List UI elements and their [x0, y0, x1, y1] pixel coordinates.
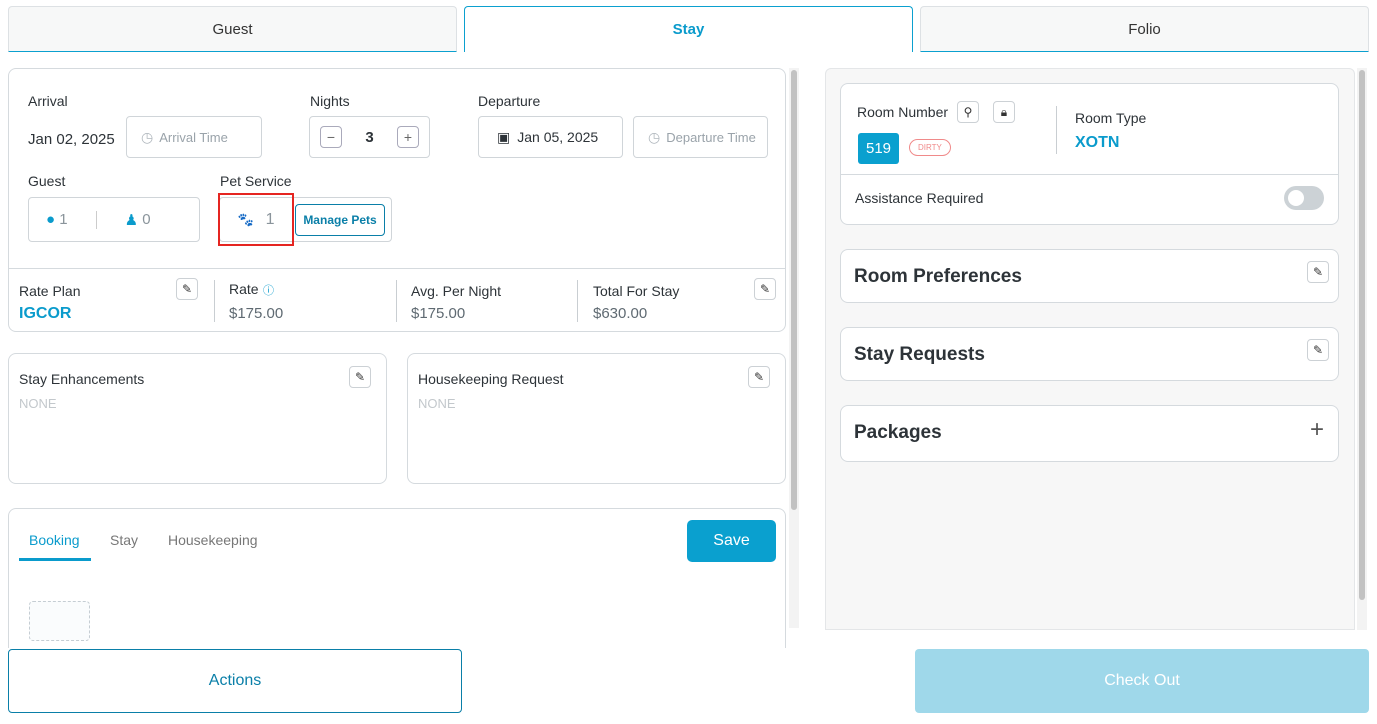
- tab-label: Stay: [672, 21, 705, 38]
- departure-label: Departure: [478, 93, 541, 109]
- room-preferences-section[interactable]: Room Preferences ✎: [840, 249, 1339, 303]
- manage-pets-button[interactable]: Manage Pets: [295, 204, 385, 236]
- edit-housekeeping-icon[interactable]: ✎: [748, 366, 770, 388]
- clock-icon: ◷: [141, 128, 154, 145]
- rate-value: $175.00: [229, 305, 284, 322]
- nights-stepper[interactable]: − 3 +: [309, 116, 430, 158]
- housekeeping-request-card: Housekeeping Request ✎ NONE: [407, 353, 786, 484]
- plus-button[interactable]: +: [397, 126, 419, 148]
- room-card: Room Number ⚲ 🔒︎ 519 DIRTY Room Type XOT…: [840, 83, 1339, 225]
- save-button[interactable]: Save: [687, 520, 776, 562]
- housekeeping-request-label: Housekeeping Request: [418, 371, 564, 387]
- stay-requests-section[interactable]: Stay Requests ✎: [840, 327, 1339, 381]
- right-scrollbar[interactable]: [1357, 68, 1367, 630]
- assistance-toggle[interactable]: [1284, 186, 1324, 210]
- adult-icon: ●: [46, 211, 56, 228]
- enhancements-value: NONE: [19, 396, 57, 411]
- pet-service-label: Pet Service: [220, 173, 292, 189]
- paw-icon: 🐾: [237, 211, 254, 227]
- rate-plan-label: Rate Plan: [19, 283, 81, 299]
- guest-count[interactable]: ● 1 ♟ 0: [28, 197, 200, 242]
- child-icon: ♟: [124, 211, 139, 229]
- edit-enhancements-icon[interactable]: ✎: [349, 366, 371, 388]
- lock-icon[interactable]: 🔒︎: [993, 101, 1015, 123]
- tab-folio[interactable]: Folio: [920, 6, 1369, 52]
- add-note-placeholder[interactable]: [29, 601, 90, 641]
- check-out-button[interactable]: Check Out: [915, 649, 1369, 713]
- edit-preferences-icon[interactable]: ✎: [1307, 261, 1329, 283]
- pet-count[interactable]: 🐾 1: [218, 193, 294, 246]
- total-for-stay-label: Total For Stay: [593, 283, 680, 299]
- notes-tab-booking[interactable]: Booking: [29, 532, 80, 548]
- section-title: Room Preferences: [854, 266, 1022, 287]
- notes-card: Booking Stay Housekeeping Save: [8, 508, 786, 648]
- rate-label: Rate: [229, 281, 259, 297]
- arrival-label: Arrival: [28, 93, 68, 109]
- plus-icon[interactable]: +: [1309, 416, 1324, 443]
- notes-tab-stay[interactable]: Stay: [110, 532, 139, 548]
- stay-enhancements-label: Stay Enhancements: [19, 371, 145, 387]
- avg-per-night-label: Avg. Per Night: [411, 283, 502, 299]
- housekeeping-value: NONE: [418, 396, 456, 411]
- arrival-time-input[interactable]: ◷ Arrival Time: [126, 116, 262, 158]
- stay-details-card: Arrival Jan 02, 2025 ◷ Arrival Time Night…: [8, 68, 786, 332]
- divider: [9, 268, 785, 269]
- tab-stay[interactable]: Stay: [464, 6, 913, 52]
- nights-value: 3: [365, 128, 374, 146]
- nights-label: Nights: [310, 93, 350, 109]
- arrival-date[interactable]: Jan 02, 2025: [28, 131, 115, 148]
- minus-button[interactable]: −: [320, 126, 342, 148]
- left-scrollbar[interactable]: [789, 68, 799, 628]
- edit-total-icon[interactable]: ✎: [754, 278, 776, 300]
- edit-rate-plan-icon[interactable]: ✎: [176, 278, 198, 300]
- guest-label: Guest: [28, 173, 66, 189]
- departure-time-input[interactable]: ◷ Departure Time: [633, 116, 768, 158]
- tab-guest[interactable]: Guest: [8, 6, 457, 52]
- room-number-label: Room Number: [857, 104, 949, 120]
- scrollbar-thumb[interactable]: [1359, 70, 1365, 600]
- departure-date-input[interactable]: ▣ Jan 05, 2025: [478, 116, 623, 158]
- actions-button[interactable]: Actions: [8, 649, 462, 713]
- rate-plan-value: IGCOR: [19, 305, 72, 322]
- section-title: Stay Requests: [854, 344, 985, 365]
- clock-icon: ◷: [648, 128, 661, 145]
- notes-tab-housekeeping[interactable]: Housekeeping: [168, 532, 258, 548]
- tab-label: Folio: [1128, 20, 1161, 38]
- total-for-stay-value: $630.00: [593, 305, 648, 322]
- tab-label: Guest: [212, 20, 253, 38]
- edit-requests-icon[interactable]: ✎: [1307, 339, 1329, 361]
- calendar-icon: ▣: [497, 128, 511, 145]
- active-tab-indicator: [19, 558, 91, 561]
- room-status-badge: DIRTY: [909, 139, 951, 156]
- stay-enhancements-card: Stay Enhancements ✎ NONE: [8, 353, 387, 484]
- scrollbar-thumb[interactable]: [791, 70, 797, 510]
- packages-section[interactable]: Packages +: [840, 405, 1339, 462]
- key-icon[interactable]: ⚲: [957, 101, 979, 123]
- section-title: Packages: [854, 422, 942, 443]
- room-type-value[interactable]: XOTN: [1075, 134, 1120, 151]
- avg-per-night-value: $175.00: [411, 305, 466, 322]
- room-type-label: Room Type: [1075, 110, 1147, 126]
- divider: [95, 210, 97, 229]
- room-number-badge[interactable]: 519: [858, 133, 899, 164]
- assistance-required-label: Assistance Required: [855, 190, 984, 206]
- info-icon[interactable]: ⓘ: [263, 285, 274, 297]
